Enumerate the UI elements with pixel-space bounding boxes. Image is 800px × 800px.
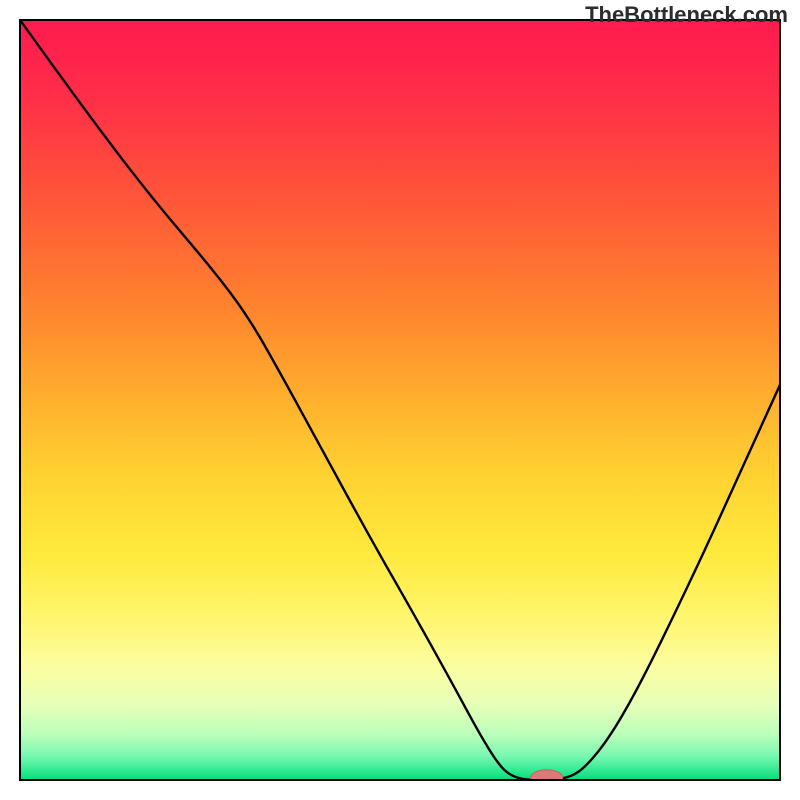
- bottleneck-chart: [0, 0, 800, 800]
- plot-area: [20, 20, 780, 786]
- gradient-background: [20, 20, 780, 780]
- chart-container: TheBottleneck.com: [0, 0, 800, 800]
